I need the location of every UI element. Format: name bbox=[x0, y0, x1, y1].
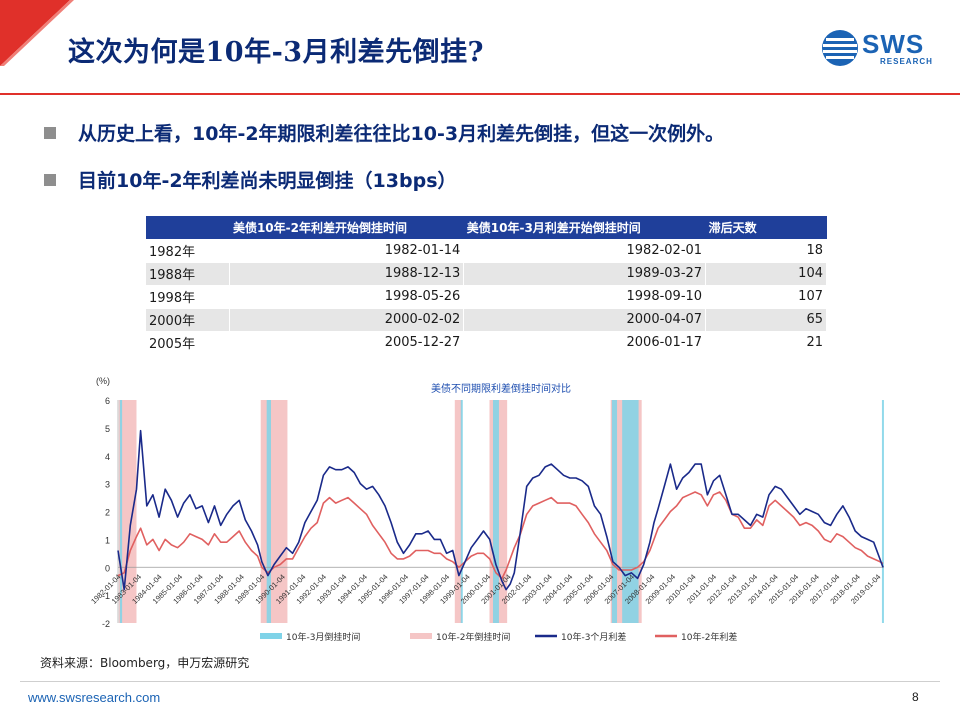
table-cell: 107 bbox=[705, 285, 827, 309]
table-cell: 2006-01-17 bbox=[463, 331, 707, 355]
bullet-1: 从历史上看，10年-2年期限利差往往比10-3月利差先倒挂，但这一次例外。 bbox=[44, 119, 724, 146]
table-cell: 65 bbox=[705, 308, 827, 332]
chart-title: 美债不同期限利差倒挂时间对比 bbox=[431, 382, 571, 395]
table-cell: 18 bbox=[705, 239, 827, 263]
legend-label: 10年-2年倒挂时间 bbox=[436, 631, 510, 643]
spread-chart-svg: -2-10123456(%)美债不同期限利差倒挂时间对比1982-01-0419… bbox=[89, 376, 884, 643]
table-row: 2005年 2005-12-27 2006-01-17 21 bbox=[146, 331, 827, 355]
table-row: 1998年 1998-05-26 1998-09-10 107 bbox=[146, 285, 827, 309]
spread-chart: -2 -1 0 1 2 3 4 5 6 (%) 美债不同期限利差倒挂时间对比 1982-01-04 19… bbox=[80, 370, 900, 652]
bullet-square-icon bbox=[44, 173, 56, 186]
inversion-band-10y3m bbox=[119, 400, 123, 623]
table-row: 2000年 2000-02-02 2000-04-07 65 bbox=[146, 308, 827, 332]
footer-divider bbox=[20, 681, 940, 682]
table-cell: 1998-05-26 bbox=[229, 285, 465, 309]
table-cell: 1982-01-14 bbox=[229, 239, 465, 263]
table-cell: 1989-03-27 bbox=[463, 262, 707, 286]
inversion-band-10y3m bbox=[460, 400, 463, 623]
inversion-band-10y2y bbox=[260, 400, 288, 623]
y-tick-label: 1 bbox=[105, 535, 110, 545]
y-tick-label: 0 bbox=[105, 563, 110, 573]
table-cell: 2005-12-27 bbox=[229, 331, 465, 355]
inversion-lag-table: 美债10年-2年利差开始倒挂时间 美债10年-3月利差开始倒挂时间 滞后天数 1… bbox=[146, 216, 827, 355]
table-cell: 2000-02-02 bbox=[229, 308, 465, 332]
y-tick-label: 4 bbox=[105, 452, 110, 462]
table-cell: 1998年 bbox=[146, 285, 231, 309]
source-note: 资料来源：Bloomberg，申万宏源研究 bbox=[40, 656, 250, 670]
legend-label: 10年-3个月利差 bbox=[561, 631, 626, 643]
table-cell: 104 bbox=[705, 262, 827, 286]
table-cell: 21 bbox=[705, 331, 827, 355]
table-cell: 1982-02-01 bbox=[463, 239, 707, 263]
table-cell: 1982年 bbox=[146, 239, 231, 263]
y-tick-label: 3 bbox=[105, 480, 110, 490]
y-tick-label: -2 bbox=[102, 619, 110, 629]
table-cell: 2000年 bbox=[146, 308, 231, 332]
table-cell: 2005年 bbox=[146, 331, 231, 355]
bullet-2: 目前10年-2年利差尚未明显倒挂（13bps） bbox=[44, 166, 457, 193]
footer-url-link[interactable]: www.swsresearch.com bbox=[28, 690, 161, 705]
series-line-10y3m bbox=[117, 429, 884, 591]
inversion-band-10y3m bbox=[266, 400, 271, 623]
table-cell: 1998-09-10 bbox=[463, 285, 707, 309]
title-decoration bbox=[0, 0, 960, 95]
y-tick-label: 6 bbox=[105, 396, 110, 406]
table-row: 1988年 1988-12-13 1989-03-27 104 bbox=[146, 262, 827, 286]
legend-swatch bbox=[410, 633, 432, 639]
sws-logo: SWS RESEARCH bbox=[820, 28, 940, 70]
logo-text: SWS bbox=[862, 29, 925, 59]
table-cell: 2000-04-07 bbox=[463, 308, 707, 332]
table-row: 1982年 1982-01-14 1982-02-01 18 bbox=[146, 239, 827, 263]
table-cell: 1988年 bbox=[146, 262, 231, 286]
logo-subtext: RESEARCH bbox=[880, 57, 933, 66]
inversion-band-10y3m bbox=[881, 400, 884, 623]
page-title: 这次为何是10年-3月利差先倒挂? bbox=[68, 37, 484, 68]
y-tick-label: 2 bbox=[105, 508, 110, 518]
table-header-row: 美债10年-2年利差开始倒挂时间 美债10年-3月利差开始倒挂时间 滞后天数 bbox=[146, 216, 827, 239]
bullet-square-icon bbox=[44, 126, 56, 139]
inversion-band-10y2y bbox=[454, 400, 462, 623]
legend-swatch bbox=[260, 633, 282, 639]
table-header-cell bbox=[146, 216, 230, 239]
title-bar: 这次为何是10年-3月利差先倒挂? SWS RESEARCH bbox=[0, 0, 960, 96]
page-number: 8 bbox=[912, 690, 919, 704]
y-axis-label: (%) bbox=[96, 376, 110, 386]
table-header-cell: 美债10年-3月利差开始倒挂时间 bbox=[463, 216, 706, 239]
series-line-10y2y bbox=[117, 491, 884, 580]
bullet-text: 目前10年-2年利差尚未明显倒挂（13bps） bbox=[78, 170, 457, 192]
table-header-cell: 美债10年-2年利差开始倒挂时间 bbox=[229, 216, 464, 239]
sws-globe-icon bbox=[822, 30, 858, 66]
inversion-band-10y3m bbox=[492, 400, 499, 623]
y-tick-label: 5 bbox=[105, 424, 110, 434]
table-header-cell: 滞后天数 bbox=[705, 216, 827, 239]
legend-label: 10年-3月倒挂时间 bbox=[286, 631, 360, 643]
y-tick-label: -1 bbox=[102, 591, 110, 601]
bullet-text: 从历史上看，10年-2年期限利差往往比10-3月利差先倒挂，但这一次例外。 bbox=[78, 123, 725, 145]
inversion-band-10y3m bbox=[611, 400, 618, 623]
table-cell: 1988-12-13 bbox=[229, 262, 465, 286]
legend-label: 10年-2年利差 bbox=[681, 631, 737, 643]
